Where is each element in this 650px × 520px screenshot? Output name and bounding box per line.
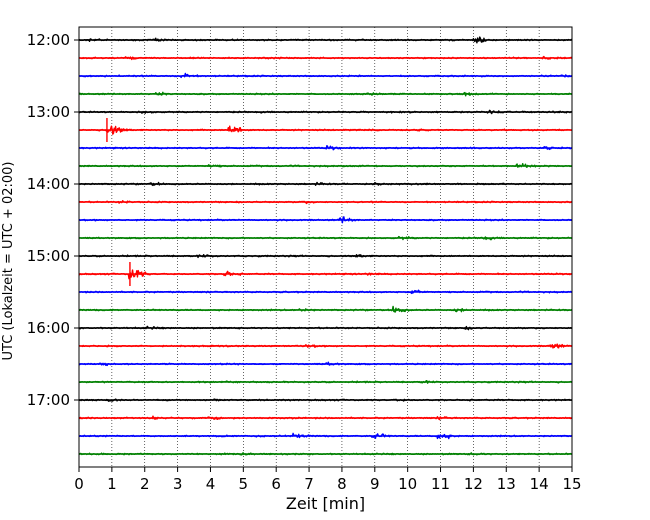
x-tick-label: 2 <box>140 475 150 493</box>
y-tick-label: 12:00 <box>27 31 70 49</box>
x-tick-label: 15 <box>562 475 581 493</box>
x-tick-label: 13 <box>497 475 516 493</box>
y-axis-ticks: 12:00 13:00 14:00 15:00 16:00 17:00 <box>27 31 79 409</box>
x-tick-label: 3 <box>173 475 183 493</box>
y-tick-label: 17:00 <box>27 391 70 409</box>
y-tick-label: 14:00 <box>27 175 70 193</box>
x-axis-ticks: 0 1 2 3 4 5 6 7 8 9 10 11 12 13 14 15 <box>74 467 582 493</box>
x-tick-label: 8 <box>337 475 347 493</box>
x-axis-title: Zeit [min] <box>286 494 365 513</box>
y-tick-label: 13:00 <box>27 103 70 121</box>
x-tick-label: 12 <box>464 475 483 493</box>
x-tick-label: 5 <box>239 475 249 493</box>
x-tick-label: 14 <box>530 475 549 493</box>
x-tick-label: 10 <box>398 475 417 493</box>
seismogram-traces <box>78 36 573 456</box>
x-tick-label: 4 <box>206 475 216 493</box>
x-tick-label: 0 <box>74 475 84 493</box>
y-axis-title: UTC (Lokalzeit = UTC + 02:00) <box>1 162 16 361</box>
x-tick-label: 6 <box>271 475 281 493</box>
grid-lines <box>111 27 540 467</box>
x-tick-label: 9 <box>370 475 380 493</box>
plot-frame <box>78 26 573 468</box>
y-tick-label: 16:00 <box>27 319 70 337</box>
x-tick-label: 11 <box>431 475 450 493</box>
y-tick-label: 15:00 <box>27 247 70 265</box>
x-tick-label: 1 <box>107 475 117 493</box>
x-tick-label: 7 <box>304 475 314 493</box>
